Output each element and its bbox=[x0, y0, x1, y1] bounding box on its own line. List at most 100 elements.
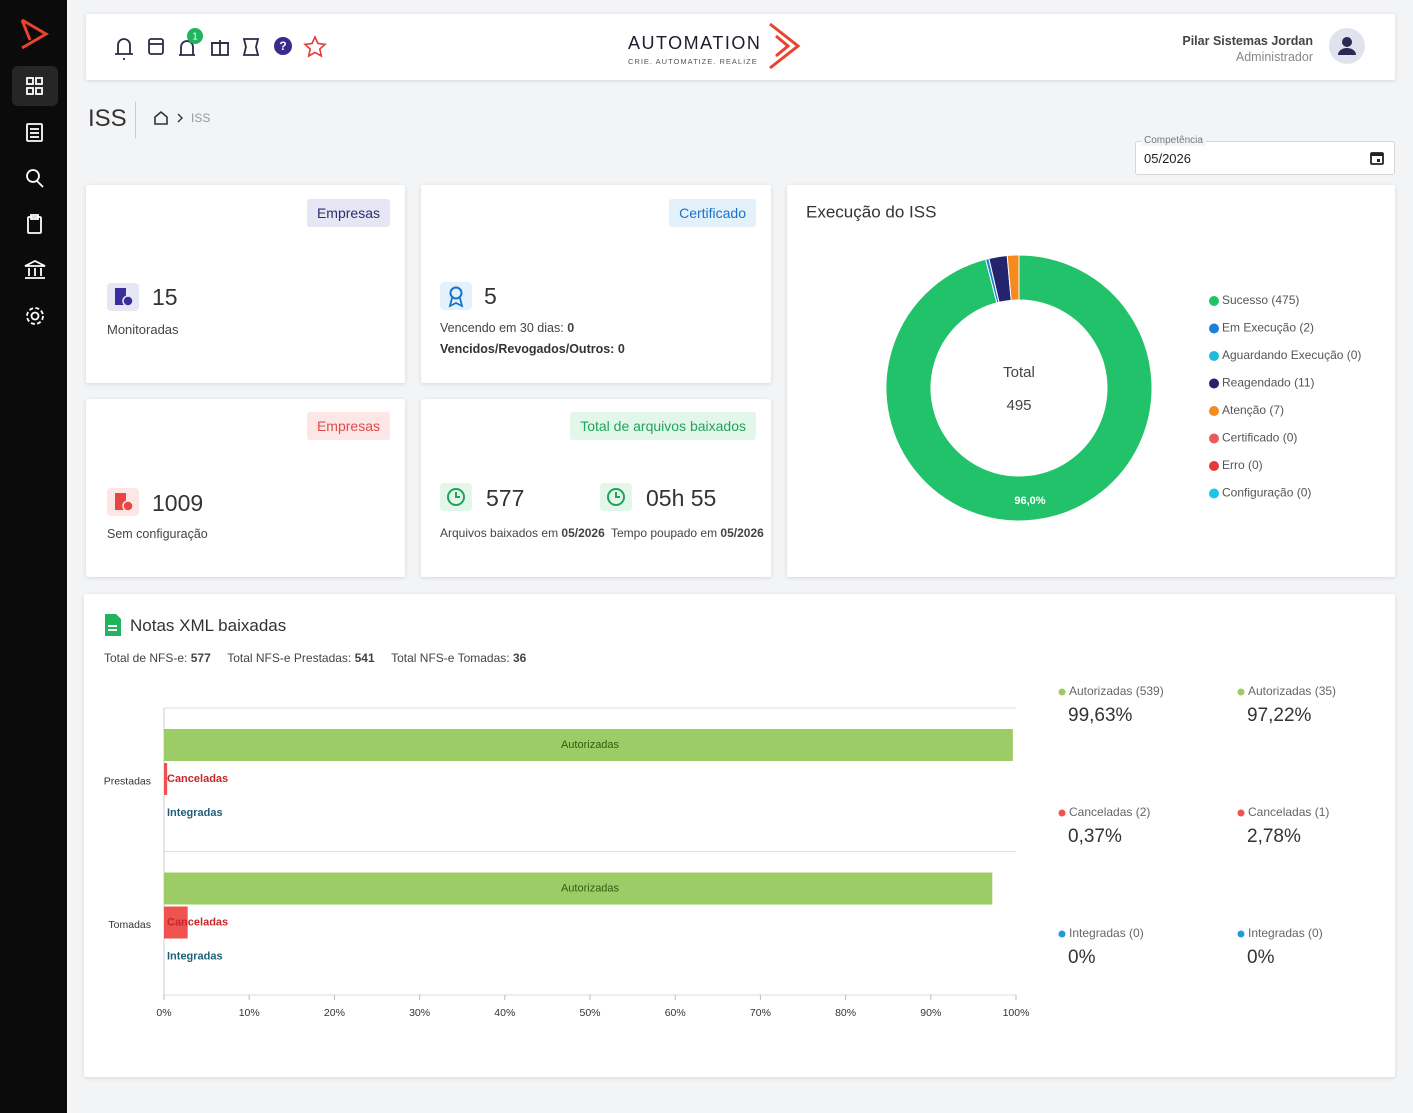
line-label: Vencidos/Revogados/Outros: bbox=[440, 342, 615, 356]
total-value: 541 bbox=[354, 651, 375, 665]
stat-value: 0,37% bbox=[1068, 826, 1122, 847]
card-notes: Notas XML baixadas Total de NFS-e: 577 T… bbox=[84, 594, 1395, 1077]
bar bbox=[164, 906, 188, 939]
card-value: 5 bbox=[484, 283, 497, 309]
y-tick-label: Tomadas bbox=[108, 919, 151, 931]
center-value: 495 bbox=[1006, 397, 1031, 414]
x-tick-label: 60% bbox=[665, 1007, 686, 1019]
header: ? 1 AUTOMATION CRIE. AUTOMATIZE. REALIZE… bbox=[86, 14, 1395, 80]
bar bbox=[164, 763, 168, 795]
page-title: ISS bbox=[88, 105, 127, 132]
bar-series-label: Integradas bbox=[167, 950, 223, 962]
header-icons: ? 1 bbox=[115, 28, 327, 60]
x-tick-label: 40% bbox=[494, 1007, 515, 1019]
card-icon bbox=[107, 283, 139, 311]
line-value: 0 bbox=[617, 342, 625, 356]
breadcrumb-icons bbox=[154, 110, 183, 125]
period-input[interactable]: 05/2026 bbox=[1135, 141, 1395, 175]
x-tick-label: 10% bbox=[239, 1007, 260, 1019]
sidebar-icons bbox=[12, 18, 58, 325]
x-tick-label: 30% bbox=[409, 1007, 430, 1019]
card-label: Sem configuração bbox=[107, 527, 208, 541]
legend-dot bbox=[1209, 323, 1219, 334]
item-period: 05/2026 bbox=[561, 526, 605, 540]
slice-label: 96,0% bbox=[1014, 495, 1045, 507]
legend-dot bbox=[1209, 296, 1219, 306]
logo: AUTOMATION bbox=[628, 33, 762, 53]
user-role: Administrador bbox=[1235, 50, 1313, 64]
card-unconfigured: Empresas 1009 Sem configuração bbox=[86, 399, 405, 577]
doc-icon bbox=[105, 614, 121, 636]
logo-arrow bbox=[769, 22, 801, 70]
bar-series-label: Integradas bbox=[167, 807, 223, 819]
legend-label: Certificado (0) bbox=[1222, 431, 1297, 445]
user-name: Pilar Sistemas Jordan bbox=[1182, 34, 1313, 48]
legend-label: Erro (0) bbox=[1222, 458, 1263, 472]
legend-label: Configuração (0) bbox=[1222, 486, 1311, 500]
help-icon[interactable] bbox=[274, 37, 292, 55]
x-tick-label: 70% bbox=[750, 1007, 771, 1019]
card-tag: Empresas bbox=[306, 412, 390, 440]
bar-chart: 0% 10% 20% 30% 40% 50% 60% 70% 80% 90% 100% Prestad… bbox=[104, 684, 1336, 1019]
stat-dot bbox=[1058, 930, 1066, 938]
card-monitored: Empresas 15 Monitoradas bbox=[86, 185, 405, 383]
chart-title: Execução do ISS bbox=[806, 202, 936, 221]
card-value: 577 bbox=[486, 485, 525, 511]
center-label: Total bbox=[1003, 364, 1035, 381]
total-label: Total NFS-e Tomadas: bbox=[391, 651, 510, 665]
card-value: 05h 55 bbox=[646, 485, 717, 511]
stat-value: 99,63% bbox=[1068, 705, 1133, 726]
legend-dot bbox=[1209, 378, 1219, 389]
badge bbox=[187, 28, 203, 44]
svg-text:?: ? bbox=[279, 39, 286, 53]
x-tick-label: 90% bbox=[920, 1007, 941, 1019]
breadcrumb[interactable]: ISS bbox=[191, 111, 211, 125]
total-label: Total NFS-e Prestadas: bbox=[227, 651, 352, 665]
x-tick-label: 0% bbox=[156, 1007, 171, 1019]
card-downloads: Total de arquivos baixados 577 05h 55 Ar… bbox=[421, 399, 771, 577]
stat-label: Canceladas (2) bbox=[1069, 805, 1150, 819]
period-label: Competência bbox=[1141, 135, 1206, 146]
y-tick-label: Prestadas bbox=[104, 776, 151, 788]
card-icon bbox=[440, 282, 472, 310]
item-period: 05/2026 bbox=[720, 526, 764, 540]
stat-label: Autorizadas (35) bbox=[1248, 684, 1336, 698]
card-tag: Certificado bbox=[669, 199, 756, 227]
total-label: Total de NFS-e: bbox=[104, 651, 188, 665]
active-item[interactable] bbox=[12, 66, 58, 106]
legend-dot bbox=[1209, 406, 1219, 416]
line-label: Vencendo em 30 dias: bbox=[440, 321, 564, 335]
x-tick-label: 20% bbox=[324, 1007, 345, 1019]
bar-series-label: Canceladas bbox=[167, 773, 228, 785]
card-label: Monitoradas bbox=[107, 322, 179, 337]
period-value: 05/2026 bbox=[1144, 151, 1191, 166]
bar-series-label: Autorizadas bbox=[561, 882, 620, 894]
card-icon bbox=[107, 488, 139, 516]
item-label: Tempo poupado em bbox=[611, 526, 718, 540]
legend-label: Em Execução (2) bbox=[1222, 321, 1314, 335]
line-value: 0 bbox=[567, 321, 575, 335]
stat-dot bbox=[1237, 930, 1245, 938]
section-title: Notas XML baixadas bbox=[130, 616, 287, 635]
stat-dot bbox=[1237, 809, 1245, 817]
legend-label: Atenção (7) bbox=[1222, 403, 1284, 417]
badge-count: 1 bbox=[192, 32, 198, 43]
x-tick-label: 50% bbox=[579, 1007, 600, 1019]
donut-chart: Execução do ISS Sucesso (475) Em Execução… bbox=[806, 202, 1361, 522]
sidebar bbox=[0, 0, 67, 1113]
stat-label: Integradas (0) bbox=[1248, 926, 1323, 940]
avatar[interactable] bbox=[1329, 28, 1365, 64]
stat-value: 2,78% bbox=[1247, 826, 1301, 847]
legend-dot bbox=[1209, 433, 1219, 444]
legend-dot bbox=[1209, 488, 1219, 499]
stat-value: 0% bbox=[1247, 947, 1275, 968]
stat-value: 0% bbox=[1068, 947, 1096, 968]
total-value: 36 bbox=[512, 651, 527, 665]
card-tag: Empresas bbox=[306, 199, 390, 227]
bar-series-label: Canceladas bbox=[167, 916, 228, 928]
calendar-icon[interactable] bbox=[1369, 150, 1385, 166]
logo-mark bbox=[20, 18, 49, 50]
stat-dot bbox=[1237, 688, 1245, 696]
tagline: CRIE. AUTOMATIZE. REALIZE bbox=[628, 57, 758, 66]
